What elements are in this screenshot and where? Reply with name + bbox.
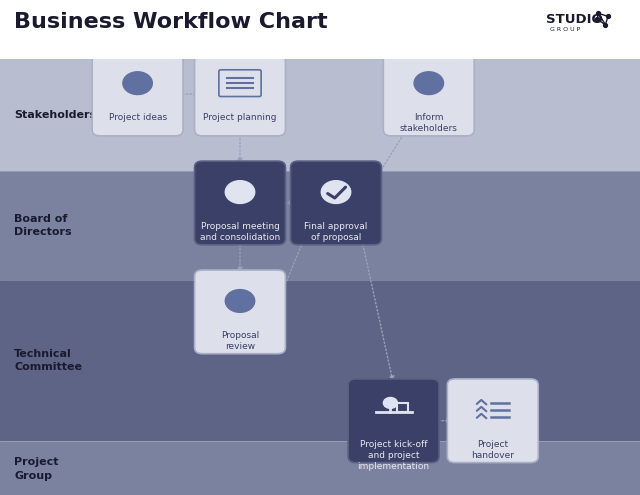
Text: Project planning: Project planning [204, 113, 276, 122]
Bar [0, 0, 640, 59]
Circle shape [321, 181, 351, 203]
Text: Project
handover: Project handover [471, 440, 515, 460]
Text: Inform
stakeholders: Inform stakeholders [400, 113, 458, 133]
FancyBboxPatch shape [447, 379, 538, 462]
FancyBboxPatch shape [348, 379, 439, 462]
FancyBboxPatch shape [291, 161, 381, 245]
Circle shape [383, 397, 397, 408]
Text: Project kick-off
and project
implementation: Project kick-off and project implementat… [358, 440, 429, 471]
Text: Technical
Committee: Technical Committee [14, 348, 82, 372]
Circle shape [225, 290, 255, 312]
Text: STUDIO: STUDIO [546, 13, 603, 26]
Text: Proposal meeting
and consolidation: Proposal meeting and consolidation [200, 222, 280, 242]
Circle shape [225, 181, 255, 203]
Bar [0, 171, 640, 280]
Circle shape [123, 72, 152, 95]
FancyBboxPatch shape [383, 52, 474, 136]
Text: Project ideas: Project ideas [109, 113, 166, 122]
Bar [397, 403, 408, 412]
Text: Stakeholders: Stakeholders [14, 110, 96, 120]
Text: Proposal
review: Proposal review [221, 331, 259, 351]
FancyBboxPatch shape [195, 52, 285, 136]
FancyBboxPatch shape [92, 52, 183, 136]
Bar [0, 441, 640, 495]
Circle shape [414, 72, 444, 95]
Bar [0, 280, 640, 441]
Text: G R O U P: G R O U P [550, 27, 580, 32]
Bar [0, 59, 640, 171]
Text: Final approval
of proposal: Final approval of proposal [304, 222, 368, 242]
Text: Business Workflow Chart: Business Workflow Chart [14, 12, 328, 32]
Text: Board of
Directors: Board of Directors [14, 214, 72, 237]
FancyBboxPatch shape [195, 161, 285, 245]
Text: Project
Group: Project Group [14, 457, 59, 481]
FancyBboxPatch shape [195, 270, 285, 353]
